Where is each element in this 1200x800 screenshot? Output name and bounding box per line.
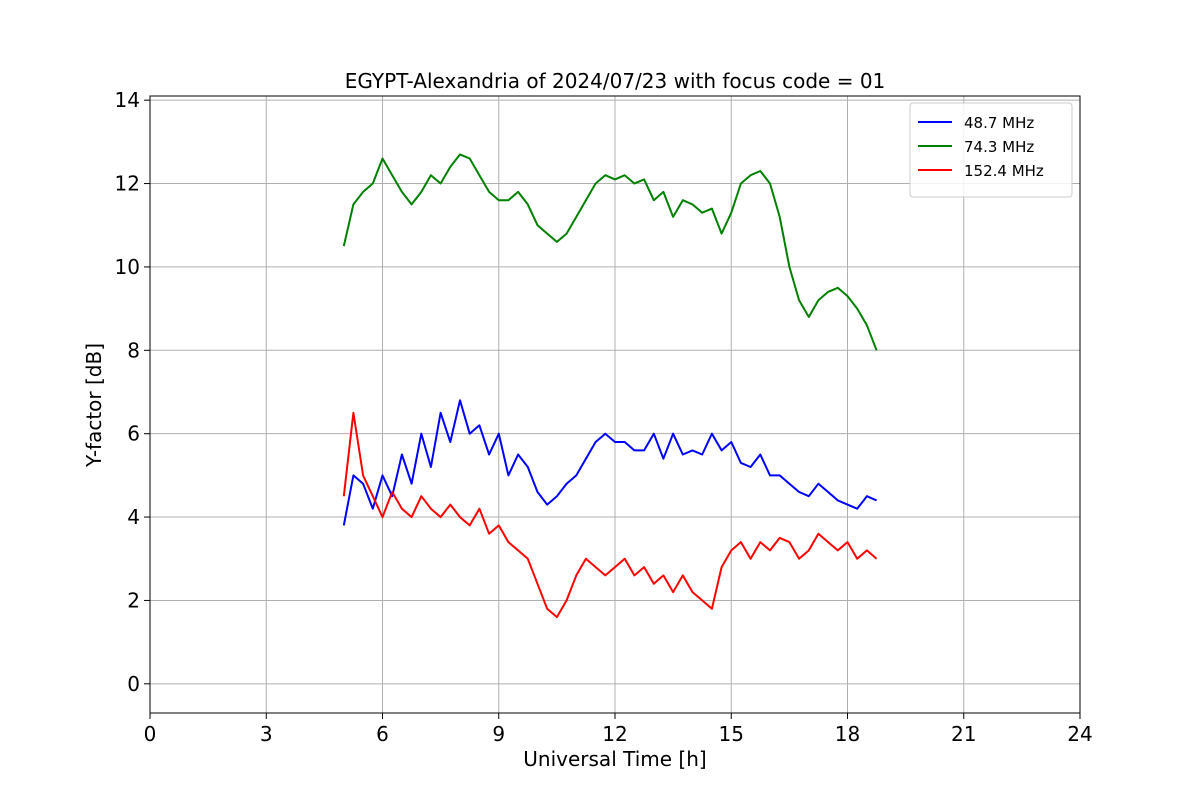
y-tick-label: 14 xyxy=(115,88,140,112)
y-tick-label: 12 xyxy=(115,172,140,196)
series-line-1 xyxy=(342,153,878,351)
x-tick-label: 0 xyxy=(144,722,157,746)
y-axis-label: Y-factor [dB] xyxy=(82,343,106,468)
series-line-2 xyxy=(342,411,878,619)
y-tick-label: 0 xyxy=(127,672,140,696)
x-tick-label: 15 xyxy=(719,722,744,746)
legend: 48.7 MHz 74.3 MHz 152.4 MHz xyxy=(909,102,1073,198)
series-line-0 xyxy=(342,399,877,526)
y-tick-label: 10 xyxy=(115,255,140,279)
x-tick-label: 21 xyxy=(951,722,976,746)
legend-box xyxy=(909,102,1073,198)
x-tick-label: 9 xyxy=(492,722,505,746)
x-tick-label: 6 xyxy=(376,722,389,746)
y-tick-label: 6 xyxy=(127,422,140,446)
legend-label-2: 152.4 MHz xyxy=(964,162,1044,180)
y-tick-label: 8 xyxy=(127,338,140,362)
x-tick-label: 18 xyxy=(835,722,860,746)
y-tick-label: 4 xyxy=(127,505,140,529)
x-tick-label: 12 xyxy=(602,722,627,746)
y-tick-label: 2 xyxy=(127,588,140,612)
x-tick-label: 3 xyxy=(260,722,273,746)
x-tick-label: 24 xyxy=(1067,722,1092,746)
legend-label-1: 74.3 MHz xyxy=(964,138,1034,156)
series-layer xyxy=(342,153,878,619)
chart-title: EGYPT-Alexandria of 2024/07/23 with focu… xyxy=(345,69,886,93)
x-axis-label: Universal Time [h] xyxy=(523,747,706,771)
legend-label-0: 48.7 MHz xyxy=(964,114,1034,132)
